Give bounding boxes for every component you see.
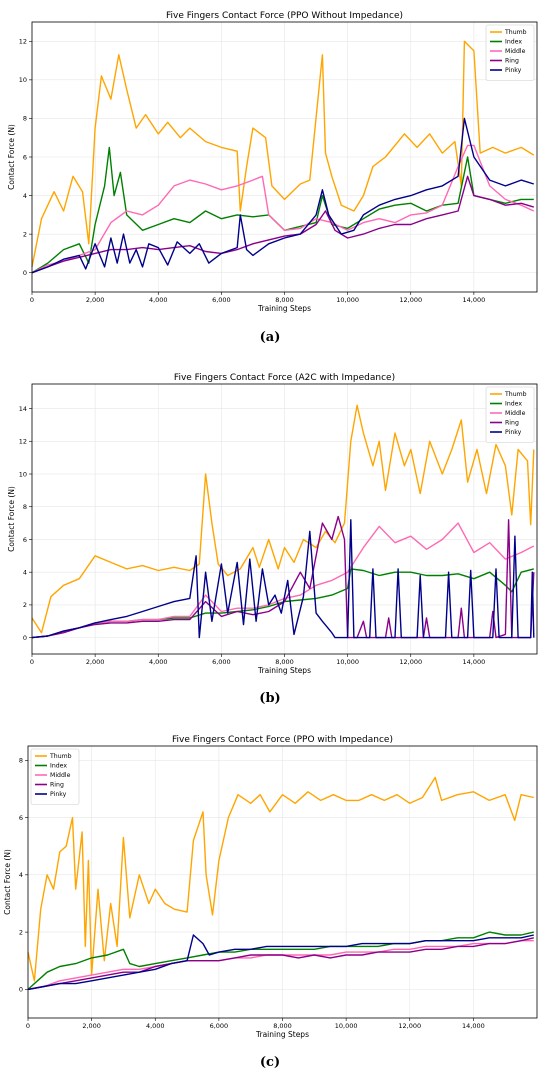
y-axis-label: Contact Force (N): [7, 124, 16, 190]
y-tick-label: 2: [19, 928, 23, 936]
chart-panel-a: 0 2,000 4,000 6,000 8,000 10,000 12,000 14,000 0…: [7, 11, 538, 345]
legend-label: Index: [505, 401, 522, 408]
y-tick-label: 12: [19, 438, 27, 446]
y-tick-label: 8: [23, 503, 27, 511]
y-tick-label: 4: [23, 192, 27, 200]
x-tick-label: 10,000: [336, 658, 359, 666]
y-tick-label: 0: [23, 634, 27, 642]
series-line-index: [27, 931, 534, 990]
y-axis-label: Contact Force (N): [3, 849, 12, 915]
legend-box: [485, 24, 535, 81]
x-tick-label: 0: [26, 1022, 30, 1030]
series-line-pinky: [31, 117, 535, 274]
x-tick-label: 14,000: [463, 296, 486, 304]
series-line-ring: [31, 515, 535, 639]
panel-caption: (a): [260, 330, 281, 345]
x-tick-label: 8,000: [273, 1022, 292, 1030]
x-tick-label: 14,000: [462, 1022, 485, 1030]
chart-title: Five Fingers Contact Force (PPO with Imp…: [172, 735, 393, 745]
y-tick-label: 6: [23, 153, 27, 161]
x-tick-label: 6,000: [210, 1022, 229, 1030]
y-tick-label: 14: [19, 405, 27, 413]
series-line-pinky: [27, 934, 534, 991]
y-tick-label: 12: [19, 38, 27, 46]
series-line-middle: [31, 144, 535, 274]
series-line-ring: [31, 175, 535, 274]
legend-label: Index: [505, 39, 522, 46]
y-tick-label: 2: [23, 601, 27, 609]
x-tick-label: 6,000: [212, 658, 231, 666]
legend-label: Middle: [505, 410, 526, 417]
y-tick-label: 0: [23, 269, 27, 277]
legend-label: Thumb: [49, 753, 72, 760]
x-tick-label: 12,000: [399, 296, 422, 304]
y-tick-label: 6: [23, 536, 27, 544]
x-tick-label: 8,000: [275, 658, 294, 666]
series-line-thumb: [31, 40, 535, 268]
x-tick-label: 4,000: [149, 658, 168, 666]
x-tick-label: 0: [30, 296, 34, 304]
legend-label: Ring: [50, 782, 64, 789]
y-axis-label: Contact Force (N): [7, 486, 16, 552]
legend-label: Pinky: [505, 429, 522, 436]
x-tick-label: 4,000: [146, 1022, 165, 1030]
chart-title: Five Fingers Contact Force (A2C with Imp…: [174, 373, 395, 383]
y-tick-label: 10: [19, 76, 27, 84]
x-tick-label: 2,000: [86, 296, 105, 304]
x-tick-label: 10,000: [335, 1022, 358, 1030]
series-line-thumb: [27, 776, 534, 982]
x-tick-label: 2,000: [86, 658, 105, 666]
x-tick-label: 12,000: [399, 658, 422, 666]
chart-panel-c: 0 2,000 4,000 6,000 8,000 10,000 12,000 14,000 0…: [3, 735, 538, 1070]
panel-caption: (b): [259, 691, 280, 706]
legend-label: Middle: [505, 48, 526, 55]
legend: Thumb Index Middle Ring Pinky: [485, 24, 535, 81]
x-axis-label: Training Steps: [257, 666, 311, 675]
series-line-thumb: [31, 404, 535, 634]
x-tick-label: 2,000: [82, 1022, 101, 1030]
legend-label: Ring: [505, 420, 519, 427]
y-tick-label: 0: [19, 986, 23, 994]
y-tick-label: 10: [19, 470, 27, 478]
legend-label: Thumb: [504, 391, 527, 398]
legend-box: [485, 386, 535, 443]
x-axis-label: Training Steps: [255, 1030, 309, 1039]
y-tick-label: 8: [19, 757, 23, 765]
x-tick-label: 6,000: [212, 296, 231, 304]
x-axis-label: Training Steps: [257, 304, 311, 313]
y-tick-label: 2: [23, 230, 27, 238]
legend-label: Index: [50, 763, 67, 770]
y-tick-label: 4: [23, 568, 27, 576]
y-tick-label: 4: [19, 871, 23, 879]
legend: Thumb Index Middle Ring Pinky: [30, 748, 80, 805]
legend: Thumb Index Middle Ring Pinky: [485, 386, 535, 443]
legend-box: [30, 748, 80, 805]
panel-caption: (c): [260, 1055, 280, 1070]
x-tick-label: 14,000: [463, 658, 486, 666]
legend-label: Middle: [50, 772, 71, 779]
x-tick-label: 0: [30, 658, 34, 666]
x-tick-label: 4,000: [149, 296, 168, 304]
x-tick-label: 8,000: [275, 296, 294, 304]
x-tick-label: 10,000: [336, 296, 359, 304]
series-line-ring: [27, 937, 534, 991]
legend-label: Pinky: [505, 67, 522, 74]
chart-panel-b: 0 2,000 4,000 6,000 8,000 10,000 12,000 14,000 0…: [7, 373, 538, 706]
y-tick-label: 8: [23, 115, 27, 123]
chart-title: Five Fingers Contact Force (PPO Without …: [166, 11, 403, 21]
x-tick-label: 12,000: [398, 1022, 421, 1030]
y-tick-label: 6: [19, 814, 23, 822]
legend-label: Thumb: [504, 29, 527, 36]
legend-label: Ring: [505, 58, 519, 65]
series-line-pinky: [31, 519, 535, 639]
legend-label: Pinky: [50, 791, 67, 798]
